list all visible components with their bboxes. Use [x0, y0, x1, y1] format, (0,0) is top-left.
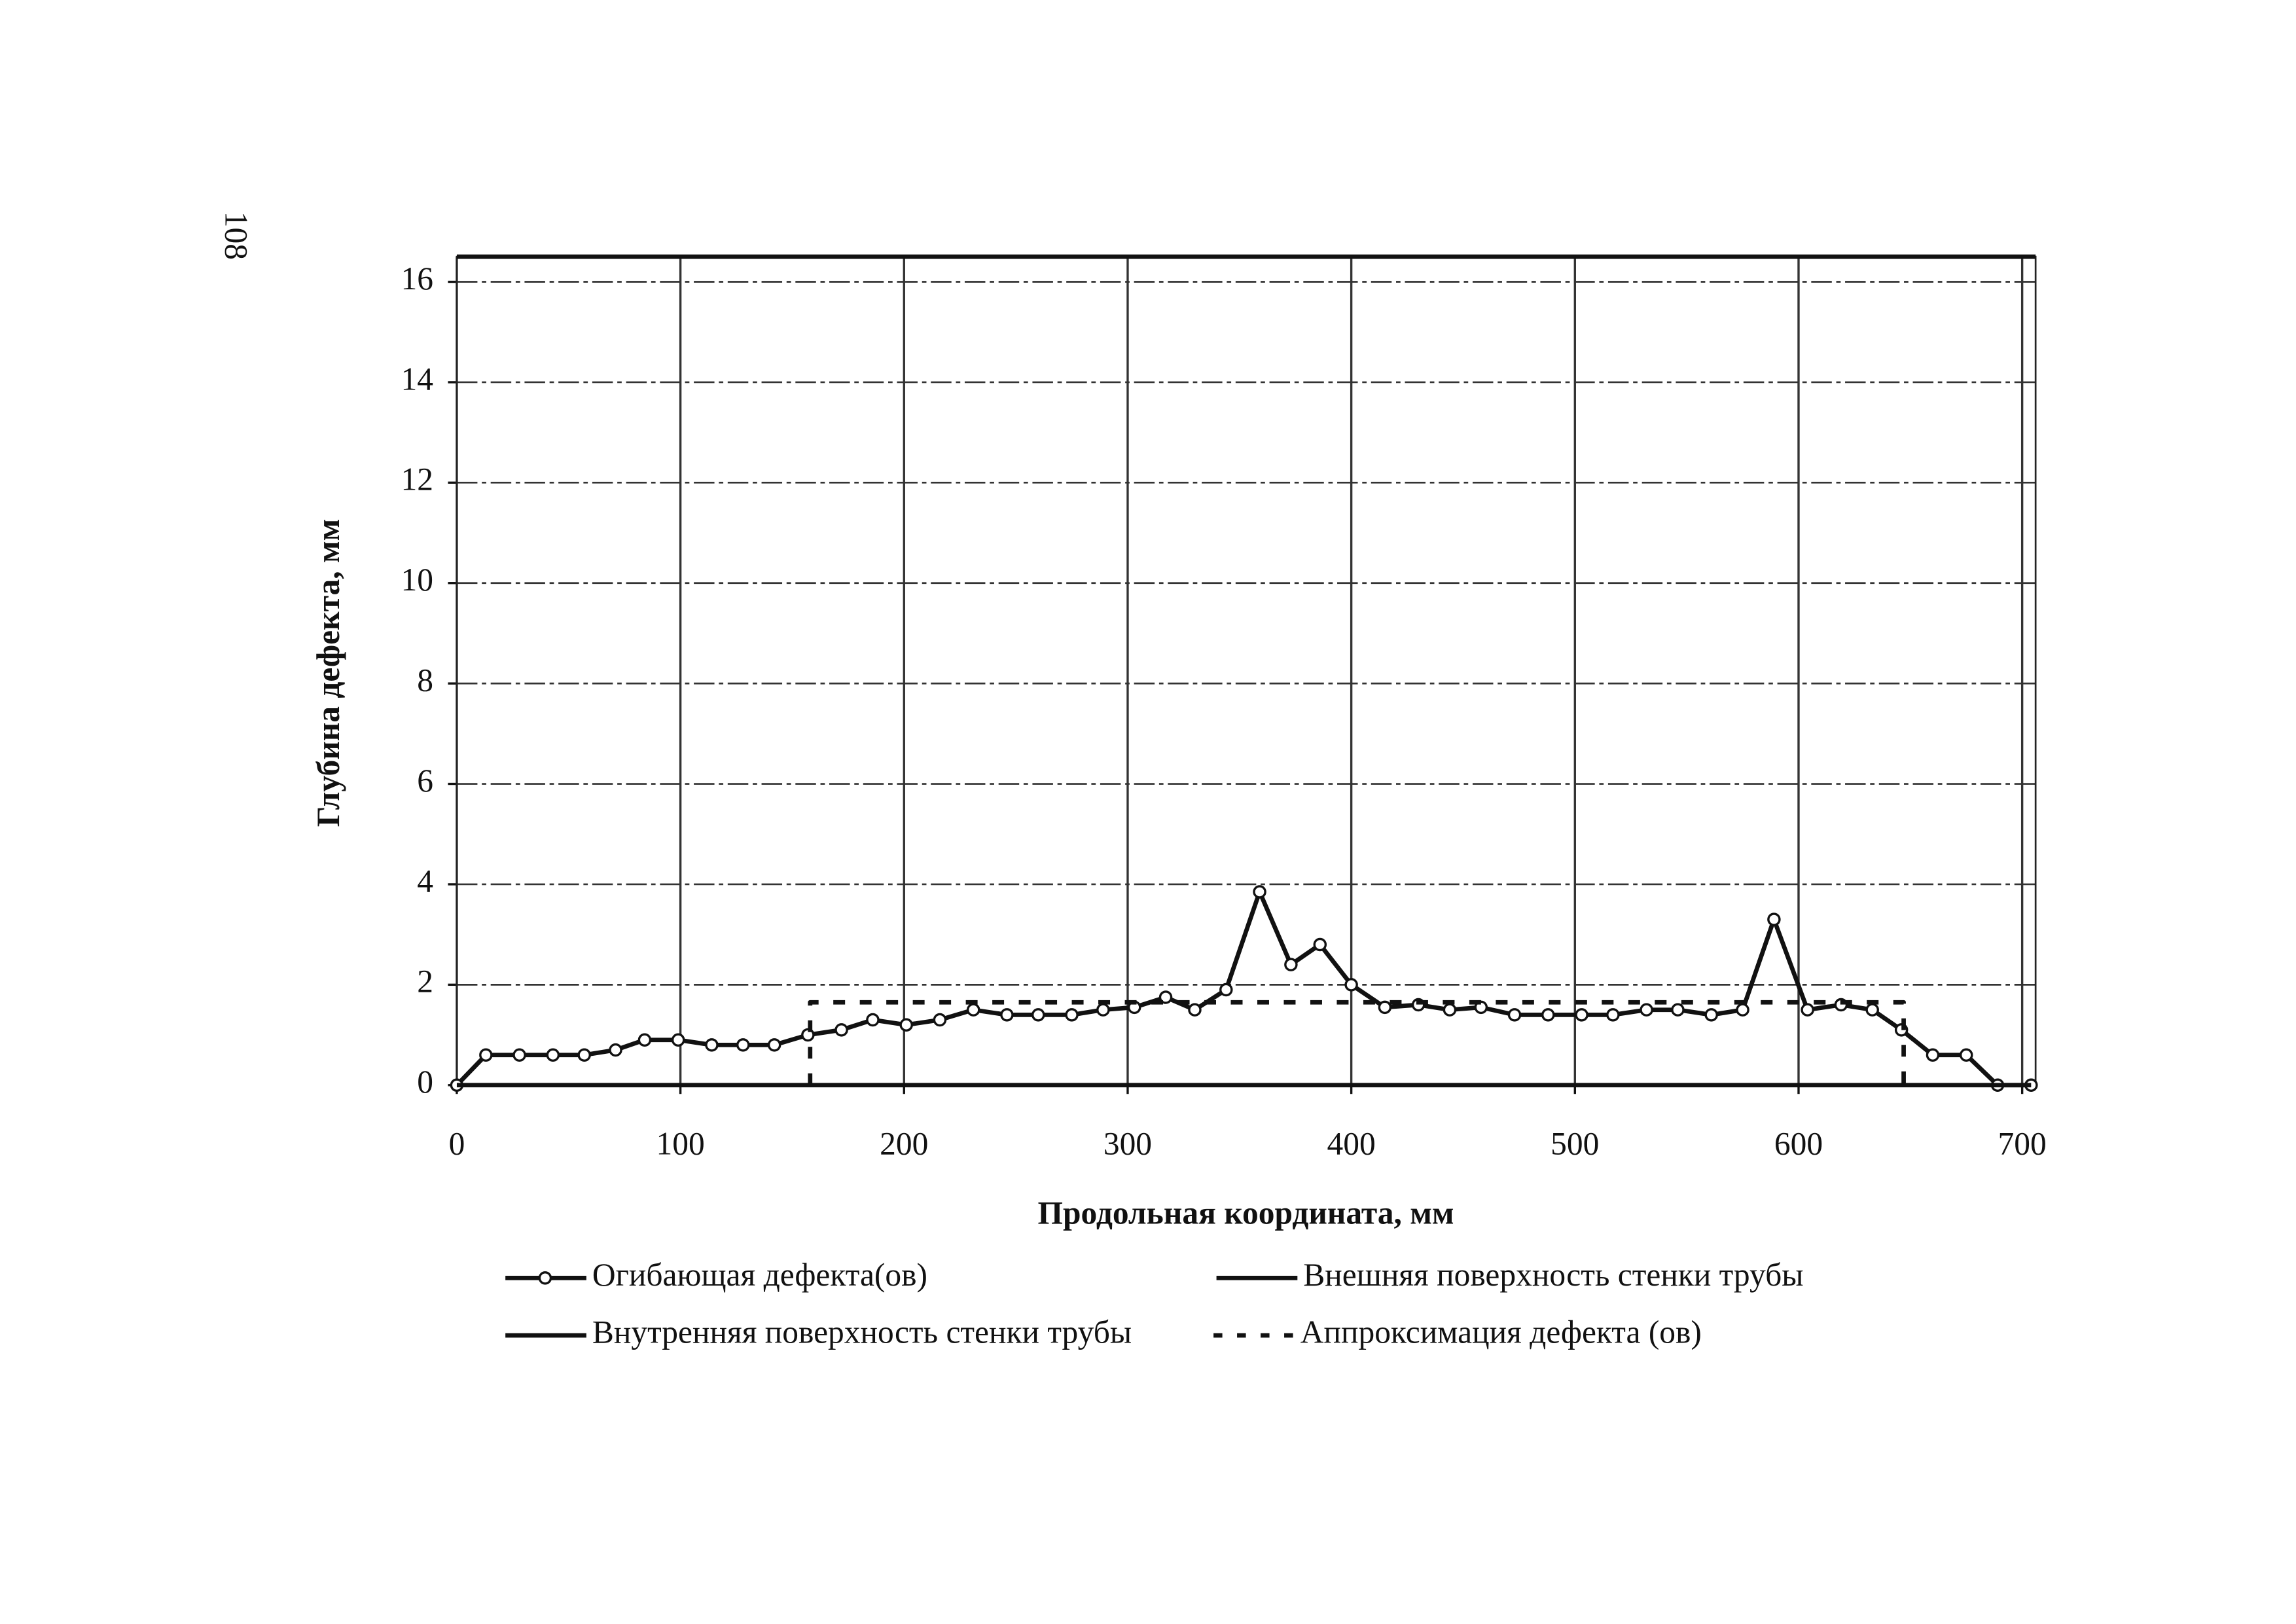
data-point: [966, 1003, 980, 1017]
y-tick-label: 6: [417, 763, 433, 799]
x-tick-label: 0: [449, 1126, 465, 1162]
data-point: [767, 1038, 781, 1052]
data-point: [1443, 1003, 1457, 1017]
data-point: [512, 1048, 526, 1062]
data-point: [1219, 983, 1233, 997]
y-axis-title: Глубина дефекта, мм: [310, 519, 346, 827]
data-point: [1000, 1008, 1014, 1022]
data-point: [637, 1033, 652, 1047]
data-point: [1313, 937, 1327, 952]
data-point: [1507, 1008, 1522, 1022]
data-point: [1926, 1048, 1940, 1062]
data-point: [1959, 1048, 1973, 1062]
y-tick-label: 8: [417, 662, 433, 698]
y-tick-label: 10: [401, 562, 433, 598]
data-point: [671, 1033, 685, 1047]
data-point: [1158, 990, 1173, 1004]
data-point: [1065, 1008, 1079, 1022]
y-tick-label: 4: [417, 863, 433, 899]
data-point: [1575, 1008, 1588, 1022]
y-tick-label: 16: [401, 261, 433, 297]
legend-label: Внутренняя поверхность стенки трубы: [592, 1314, 1132, 1350]
data-point: [577, 1048, 591, 1062]
data-point: [834, 1023, 848, 1037]
data-point: [1704, 1008, 1718, 1022]
data-point: [1671, 1003, 1685, 1017]
x-tick-label: 200: [880, 1126, 928, 1162]
x-tick-label: 600: [1774, 1126, 1823, 1162]
legend-label: Внешняя поверхность стенки трубы: [1303, 1257, 1803, 1293]
page-number: 108: [219, 211, 255, 260]
data-point: [1378, 1000, 1392, 1015]
data-point: [933, 1013, 947, 1027]
x-tick-label: 700: [1998, 1126, 2047, 1162]
data-point: [1801, 1003, 1814, 1017]
data-point: [1640, 1003, 1653, 1017]
data-point: [1767, 912, 1781, 926]
data-point: [1284, 958, 1298, 971]
legend-label: Аппроксимация дефекта (ов): [1300, 1314, 1702, 1350]
legend-marker: [538, 1271, 552, 1285]
x-tick-label: 400: [1327, 1126, 1376, 1162]
x-tick-label: 500: [1551, 1126, 1599, 1162]
data-point: [1031, 1008, 1045, 1022]
data-point: [736, 1038, 750, 1052]
data-point: [1096, 1003, 1110, 1017]
data-point: [801, 1028, 815, 1042]
y-tick-label: 12: [401, 461, 433, 497]
data-point: [1253, 885, 1266, 899]
data-point: [1865, 1003, 1879, 1017]
x-tick-label: 100: [656, 1126, 705, 1162]
data-point: [546, 1048, 560, 1062]
x-axis-title: Продольная координата, мм: [1038, 1195, 1454, 1231]
data-point: [1344, 978, 1358, 992]
data-point: [705, 1038, 719, 1052]
data-point: [479, 1048, 493, 1062]
data-point: [1188, 1003, 1202, 1017]
x-tick-label: 300: [1103, 1126, 1152, 1162]
y-tick-label: 14: [401, 361, 433, 397]
data-point: [899, 1018, 913, 1032]
data-point: [866, 1013, 880, 1027]
data-point: [609, 1043, 622, 1057]
data-point: [1541, 1008, 1555, 1022]
y-tick-label: 0: [417, 1064, 433, 1100]
y-tick-label: 2: [417, 964, 433, 1000]
legend-label: Огибающая дефекта(ов): [592, 1257, 927, 1293]
data-point: [1606, 1008, 1620, 1022]
data-point: [1736, 1003, 1749, 1017]
series-line: [455, 890, 2032, 1088]
